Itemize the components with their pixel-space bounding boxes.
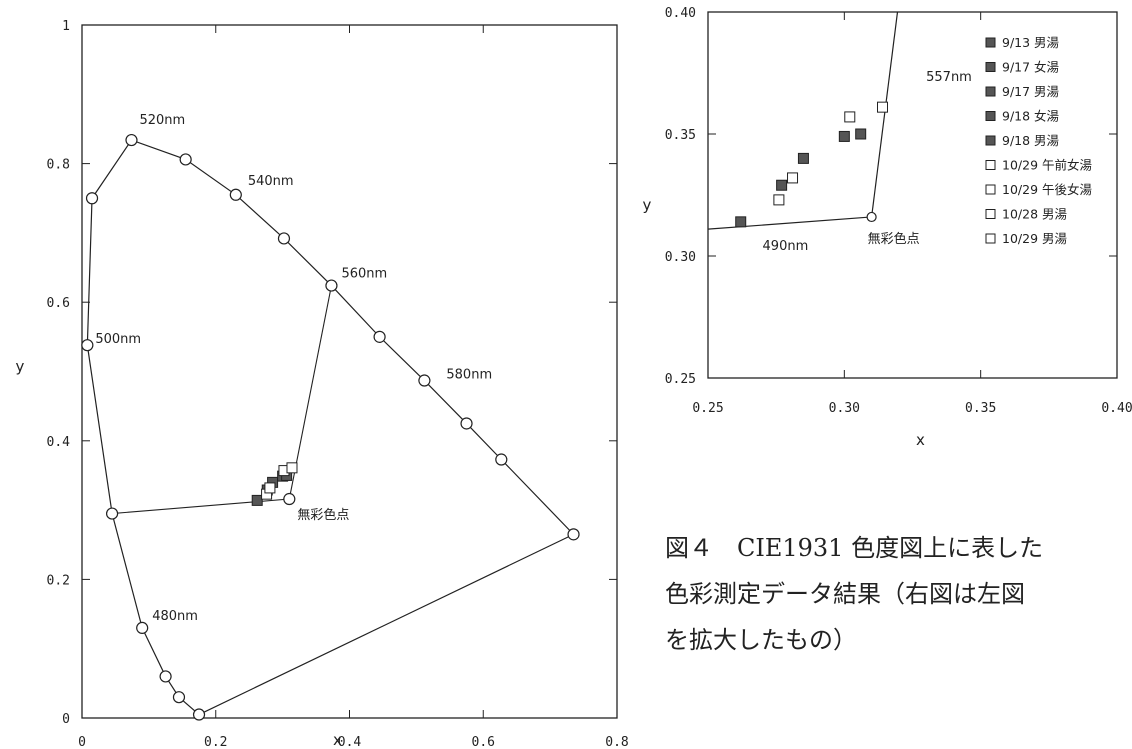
caption-line-3: を拡大したもの） — [665, 626, 857, 654]
locus-point — [229, 188, 242, 201]
left-annotation-label: 540nm — [248, 174, 294, 189]
spectral-locus-line — [86, 139, 574, 715]
left-y-tick-label: 0 — [62, 712, 70, 727]
right-data-point-square — [877, 101, 889, 113]
left-x-tick-label: 0.4 — [338, 735, 362, 749]
locus-point — [495, 453, 508, 466]
right-data-point-square — [838, 130, 850, 142]
right-data-point-square — [844, 111, 856, 123]
locus-point — [418, 374, 431, 387]
legend-marker — [985, 111, 996, 121]
legend-label: 9/17 女湯 — [1002, 60, 1059, 75]
locus-point — [325, 279, 338, 292]
right-y-tick-label: 0.30 — [665, 250, 696, 265]
locus-point — [192, 708, 206, 721]
legend-label: 9/17 男湯 — [1002, 84, 1059, 99]
left-y-tick-label: 0.6 — [47, 296, 70, 311]
right-data-point-square — [797, 152, 809, 164]
left-y-tick-label: 0.2 — [47, 573, 70, 588]
right-x-tick-label: 0.25 — [692, 401, 723, 416]
legend-marker — [985, 37, 996, 48]
legend-label: 10/29 男湯 — [1002, 231, 1067, 246]
right-zoomed-chart: 0.25 0.30 0.35 0.40 0.25 0.30 0.35 0.40 x y 557nm 4… — [643, 6, 1132, 449]
achromatic-point — [283, 492, 296, 506]
right-y-tick-label: 0.40 — [665, 6, 696, 21]
boundary-line-490nm — [707, 216, 872, 230]
left-x-tick-label: 0.8 — [605, 735, 628, 749]
left-y-axis-label: y — [16, 358, 25, 376]
left-annotation-label: 480nm — [152, 609, 198, 624]
right-data-point-square — [773, 194, 785, 206]
left-y-tick-label: 0.8 — [47, 158, 70, 173]
legend-marker — [985, 135, 996, 146]
right-data-point-square — [735, 216, 747, 228]
locus-point — [179, 153, 192, 166]
caption-line-1: 図４ CIE1931 色度図上に表した — [665, 534, 1044, 562]
data-point-square — [286, 462, 298, 474]
locus-point — [105, 507, 119, 520]
right-data-point-square — [855, 128, 867, 140]
caption-line-2: 色彩測定データ結果（右図は左図 — [665, 580, 1025, 608]
right-y-tick-label: 0.35 — [665, 128, 696, 143]
legend-marker — [985, 62, 996, 72]
locus-point — [460, 417, 473, 430]
left-annotation-label: 580nm — [446, 368, 492, 383]
legend-marker — [985, 86, 996, 97]
left-annotation-label: 500nm — [95, 332, 141, 347]
legend-label: 9/18 男湯 — [1002, 133, 1059, 148]
locus-point — [81, 339, 94, 352]
left-y-tick-label: 0.4 — [47, 435, 71, 450]
right-plot-frame — [707, 11, 1118, 379]
boundary-line-557nm — [871, 11, 899, 218]
purple-line — [198, 533, 574, 716]
right-x-tick-label: 0.40 — [1101, 401, 1132, 416]
legend-label: 9/18 女湯 — [1002, 109, 1059, 124]
right-x-tick-label: 0.35 — [965, 401, 996, 416]
right-y-axis-label: y — [643, 196, 652, 214]
left-x-axis-label: x — [333, 731, 342, 749]
left-x-tick-label: 0.6 — [472, 735, 495, 749]
left-annotation-label: 520nm — [139, 113, 185, 128]
right-y-tick-label: 0.25 — [665, 372, 696, 387]
right-data-point-square — [776, 179, 788, 191]
legend-label: 9/13 男湯 — [1002, 35, 1059, 50]
legend-marker — [985, 184, 996, 195]
locus-point — [159, 670, 172, 683]
legend-label: 10/28 男湯 — [1002, 207, 1067, 222]
right-data-point-square — [787, 172, 799, 184]
left-y-tick-label: 1 — [62, 19, 70, 34]
locus-point — [567, 528, 580, 541]
legend-label: 10/29 午前女湯 — [1002, 158, 1092, 173]
left-annotation-label: 無彩色点 — [297, 507, 349, 523]
figure-caption: 図４ CIE1931 色度図上に表した 色彩測定データ結果（右図は左図 を拡大し… — [665, 525, 1125, 663]
locus-point — [136, 621, 149, 635]
data-point-square — [264, 482, 276, 494]
right-annotation-label: 490nm — [763, 239, 809, 254]
left-chromaticity-diagram: 0 0.2 0.4 0.6 0.8 0 0.2 0.4 0.6 0.8 1 x y 520nm 540nm 5… — [16, 19, 629, 749]
left-x-tick-label: 0.2 — [204, 735, 227, 749]
right-x-tick-label: 0.30 — [829, 401, 860, 416]
legend-marker — [985, 209, 996, 219]
right-achromatic-point — [866, 211, 877, 223]
right-x-axis-label: x — [916, 431, 925, 449]
legend-marker — [985, 233, 996, 244]
data-point-square — [251, 494, 263, 506]
right-annotation-label: 無彩色点 — [868, 231, 920, 247]
left-annotation-label: 560nm — [341, 267, 387, 282]
locus-point — [373, 330, 386, 343]
locus-point — [85, 192, 99, 205]
right-annotation-label: 557nm — [926, 70, 972, 85]
locus-point — [277, 232, 291, 245]
legend-label: 10/29 午後女湯 — [1002, 182, 1092, 197]
locus-point — [172, 691, 186, 704]
left-x-tick-label: 0 — [78, 735, 86, 749]
dominant-wavelength-line — [112, 498, 290, 515]
locus-point — [125, 133, 138, 147]
legend-marker — [985, 160, 996, 170]
